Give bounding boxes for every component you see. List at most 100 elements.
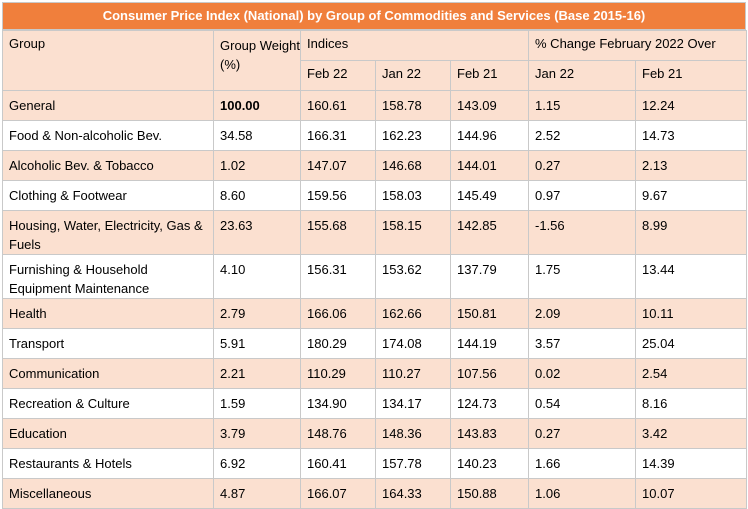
cell-jan22: 164.33: [375, 478, 451, 509]
subheader-feb21: Feb 21: [449, 60, 530, 91]
cell-change-feb21: 10.07: [635, 478, 748, 509]
cell-change-feb21: 3.42: [635, 418, 748, 449]
cell-change-jan22: 1.15: [528, 90, 637, 121]
cell-jan22: 110.27: [375, 358, 451, 389]
cell-change-jan22: 1.66: [528, 448, 637, 479]
cell-feb21: 140.23: [449, 448, 530, 479]
table-row: Alcoholic Bev. & Tobacco 1.02 147.07 146.68…: [2, 150, 748, 181]
cell-weight: 2.79: [213, 298, 301, 329]
cell-change-feb21: 14.39: [635, 448, 748, 479]
cell-change-jan22: 3.57: [528, 328, 637, 359]
cell-group: Transport: [2, 328, 214, 359]
cell-feb22: 166.07: [300, 478, 376, 509]
cell-group: Clothing & Footwear: [2, 180, 214, 211]
cell-feb21: 124.73: [449, 388, 530, 419]
subheader-jan22: Jan 22: [375, 60, 451, 91]
header-row-2: Feb 22 Jan 22 Feb 21 Jan 22 Feb 21: [3, 60, 748, 91]
cell-weight: 6.92: [213, 448, 301, 479]
cell-feb21: 144.96: [449, 120, 530, 151]
cell-feb22: 156.31: [300, 254, 376, 299]
header-group: Group: [2, 30, 214, 91]
header-indices: Indices: [299, 30, 530, 61]
cell-feb22: 160.41: [300, 448, 376, 479]
cell-weight: 5.91: [213, 328, 301, 359]
cell-change-feb21: 9.67: [635, 180, 748, 211]
table-row: Education 3.79 148.76 148.36 143.83 0.27 3.42: [2, 418, 748, 449]
table-row: Furnishing & Household Equipment Mainten…: [2, 254, 748, 299]
cell-feb21: 144.19: [449, 328, 530, 359]
cell-feb22: 180.29: [300, 328, 376, 359]
cell-feb21: 144.01: [449, 150, 530, 181]
cell-weight: 34.58: [213, 120, 301, 151]
cell-feb21: 107.56: [449, 358, 530, 389]
cell-change-jan22: 0.27: [528, 150, 637, 181]
table-row: Food & Non-alcoholic Bev. 34.58 166.31 162.…: [2, 120, 748, 151]
cpi-table: Group Group Weight (%) Indices % Change …: [2, 30, 748, 509]
cell-feb22: 148.76: [300, 418, 376, 449]
cell-change-feb21: 2.13: [635, 150, 748, 181]
cell-group: Miscellaneous: [2, 478, 214, 509]
cell-feb21: 145.49: [449, 180, 530, 211]
subheader-feb22: Feb 22: [300, 60, 376, 91]
cell-change-feb21: 12.24: [635, 90, 748, 121]
cell-change-feb21: 2.54: [635, 358, 748, 389]
cell-feb22: 159.56: [300, 180, 376, 211]
cell-change-jan22: 2.52: [528, 120, 637, 151]
table-row: Communication 2.21 110.29 110.27 107.56 0.02 2…: [2, 358, 748, 389]
table-title: Consumer Price Index (National) by Group…: [2, 2, 746, 30]
cell-weight: 100.00: [213, 90, 301, 121]
cell-group: Housing, Water, Electricity, Gas & Fuels: [2, 210, 214, 255]
cell-jan22: 153.62: [375, 254, 451, 299]
table-row: Miscellaneous 4.87 166.07 164.33 150.88 1.06 1…: [2, 478, 748, 509]
header-row-1: Group Group Weight (%) Indices % Change …: [2, 30, 748, 91]
cell-feb22: 110.29: [300, 358, 376, 389]
cell-jan22: 158.03: [375, 180, 451, 211]
table-row: Clothing & Footwear 8.60 159.56 158.03 145.4…: [2, 180, 748, 211]
subheader-change-feb21: Feb 21: [635, 60, 748, 91]
cell-change-feb21: 8.99: [635, 210, 748, 255]
cell-feb22: 160.61: [300, 90, 376, 121]
cell-change-jan22: -1.56: [528, 210, 637, 255]
cell-change-jan22: 2.09: [528, 298, 637, 329]
cell-change-feb21: 8.16: [635, 388, 748, 419]
cell-jan22: 134.17: [375, 388, 451, 419]
cell-change-feb21: 13.44: [635, 254, 748, 299]
cell-weight: 1.02: [213, 150, 301, 181]
cell-feb21: 137.79: [449, 254, 530, 299]
cell-jan22: 146.68: [375, 150, 451, 181]
subheader-change-jan22: Jan 22: [528, 60, 637, 91]
cell-group: Restaurants & Hotels: [2, 448, 214, 479]
table-row: Restaurants & Hotels 6.92 160.41 157.78 140.…: [2, 448, 748, 479]
cell-change-jan22: 0.97: [528, 180, 637, 211]
cell-feb22: 166.06: [300, 298, 376, 329]
cell-jan22: 162.23: [375, 120, 451, 151]
cell-weight: 4.10: [213, 254, 301, 299]
table-body: Group Group Weight (%) Indices % Change …: [2, 30, 748, 509]
cell-jan22: 158.78: [375, 90, 451, 121]
cell-feb22: 134.90: [300, 388, 376, 419]
cell-group: Recreation & Culture: [2, 388, 214, 419]
cell-group: Education: [2, 418, 214, 449]
cell-change-jan22: 0.27: [528, 418, 637, 449]
header-weight: Group Weight (%): [213, 30, 301, 91]
table-row: Health 2.79 166.06 162.66 150.81 2.09 10.11: [2, 298, 748, 329]
cell-change-jan22: 0.54: [528, 388, 637, 419]
cell-group: Alcoholic Bev. & Tobacco: [2, 150, 214, 181]
cell-change-feb21: 25.04: [635, 328, 748, 359]
cell-weight: 8.60: [213, 180, 301, 211]
cell-weight: 1.59: [213, 388, 301, 419]
cell-feb21: 143.09: [449, 90, 530, 121]
cell-weight: 3.79: [213, 418, 301, 449]
table-row: Transport 5.91 180.29 174.08 144.19 3.57 25.04: [2, 328, 748, 359]
cell-jan22: 174.08: [375, 328, 451, 359]
cell-jan22: 148.36: [375, 418, 451, 449]
cell-jan22: 162.66: [375, 298, 451, 329]
cell-feb21: 143.83: [449, 418, 530, 449]
cell-feb21: 142.85: [449, 210, 530, 255]
cell-change-jan22: 1.06: [528, 478, 637, 509]
header-change: % Change February 2022 Over: [528, 30, 748, 61]
cell-feb22: 166.31: [300, 120, 376, 151]
cell-feb22: 155.68: [300, 210, 376, 255]
cell-weight: 2.21: [213, 358, 301, 389]
cell-feb21: 150.88: [449, 478, 530, 509]
